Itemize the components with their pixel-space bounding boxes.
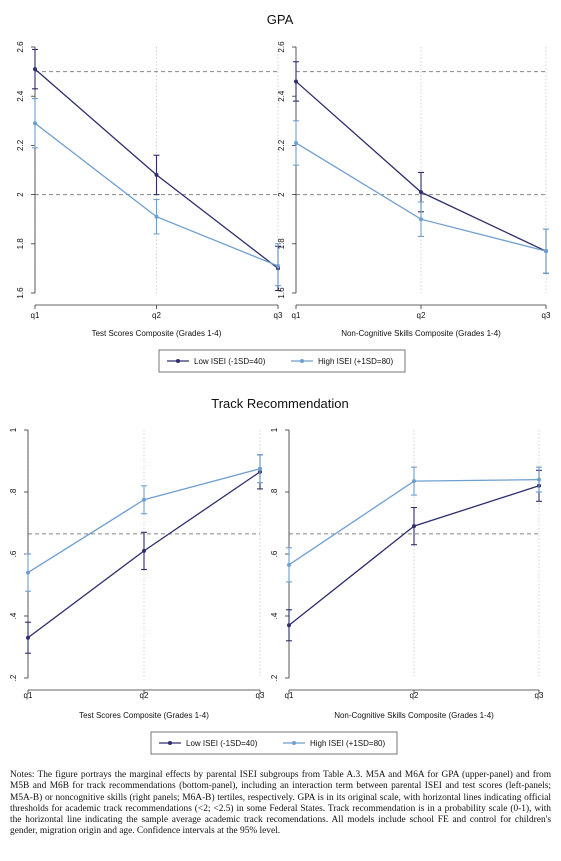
panel-non-cognitive: 1.6 1.8 2 2.2 2.4 2.6 q1 q2 q3 Non-Cognitive Skil… [277,41,551,338]
data-point [287,562,291,567]
x-tick-label: q3 [535,691,544,700]
y-tick-label: 1 [270,427,279,432]
legend-box [150,731,398,755]
panel-test-scores: 1.6 1.8 2 2.2 2.4 2.6 q1 q2 q3 Test Scores Compos… [16,41,283,338]
data-point [33,121,37,126]
y-tick-label: 2.6 [16,41,25,53]
legend-box [158,349,406,373]
y-tick-label: .2 [9,674,18,681]
x-tick-label: q1 [31,311,40,320]
legend-marker [300,359,304,363]
x-tick-label: q3 [256,691,265,700]
data-point [154,172,159,177]
x-tick-label: q2 [152,311,161,320]
legend-marker [168,741,172,745]
data-point [294,79,298,84]
x-tick-label: q2 [417,311,426,320]
x-tick-label: q1 [292,311,301,320]
x-axis-label: Non-Cognitive Skills Composite (Grades 1… [341,329,501,338]
chart-title: Track Recommendation [211,396,349,411]
gpa-chart: GPA 1.6 1.8 2 2.2 2.4 2.6 q1 q2 q3 Test Scores Com… [16,12,551,373]
legend-marker [292,741,296,745]
x-tick-label: q1 [285,691,294,700]
legend-marker [176,359,180,363]
data-point [412,479,416,484]
data-point [419,217,423,222]
y-tick-label: 1 [9,427,18,432]
data-point [419,190,423,195]
chart-title: GPA [267,12,294,27]
data-point [142,548,146,553]
data-point [294,140,298,145]
track-recommendation-chart: Track Recommendation .2 .4 .6 .8 1 q1 q2 q3 Test … [9,396,544,755]
data-point [142,497,146,502]
legend-entry: High ISEI (+1SD=80) [318,357,393,366]
x-tick-label: q2 [410,691,419,700]
data-point [412,524,416,529]
x-axis-label: Test Scores Composite (Grades 1-4) [92,329,222,338]
series-line [288,485,540,626]
legend: Low ISEI (-1SD=40) High ISEI (+1SD=80) [158,349,406,373]
series-high-isei [32,98,281,287]
y-tick-label: 2.4 [16,90,25,102]
data-point [544,249,548,254]
y-tick-label: 2 [277,192,286,197]
x-tick-label: q1 [24,691,33,700]
y-tick-label: .6 [9,550,18,557]
y-tick-label: 2.4 [277,90,286,102]
x-axis-label: Non-Cognitive Skills Composite (Grades 1… [334,711,494,720]
y-tick-label: 2 [16,192,25,197]
data-point [276,263,280,268]
data-point [26,570,30,575]
panel-test-scores: .2 .4 .6 .8 1 q1 q2 q3 Test Scores Composite (Gr… [9,427,265,720]
series-low-isei [286,469,542,642]
y-tick-label: 2.2 [16,139,25,151]
data-point [33,67,37,72]
data-point [154,214,159,219]
data-point [258,466,262,471]
legend-entry: Low ISEI (-1SD=40) [194,357,266,366]
y-tick-label: 2.6 [277,41,286,53]
series-high-isei [25,454,263,592]
y-tick-label: .8 [9,488,18,495]
x-tick-label: q3 [542,311,551,320]
legend-entry: Low ISEI (-1SD=40) [186,739,258,748]
data-point [537,477,541,482]
y-tick-label: .4 [270,612,279,619]
series-high-isei [286,466,542,583]
x-tick-label: q2 [140,691,149,700]
y-tick-label: .2 [270,674,279,681]
data-point [287,623,291,628]
x-tick-label: q3 [274,311,283,320]
y-tick-label: 2.2 [277,139,286,151]
legend-entry: High ISEI (+1SD=80) [310,739,385,748]
y-tick-label: .8 [270,488,279,495]
y-tick-label: .6 [270,550,279,557]
data-point [26,635,30,640]
y-tick-label: 1.8 [16,238,25,250]
y-tick-label: .4 [9,612,18,619]
panel-non-cognitive: .2 .4 .6 .8 1 q1 q2 q3 Non-Cognitive Skills Comp… [270,427,544,720]
x-axis-label: Test Scores Composite (Grades 1-4) [79,711,209,720]
y-tick-label: 1.8 [277,238,286,250]
series-high-isei [293,120,549,274]
legend: Low ISEI (-1SD=40) High ISEI (+1SD=80) [150,731,398,755]
y-tick-label: 1.6 [277,287,286,299]
y-tick-label: 1.6 [16,287,25,299]
figure-notes: Notes: The figure portrays the marginal … [10,770,551,837]
